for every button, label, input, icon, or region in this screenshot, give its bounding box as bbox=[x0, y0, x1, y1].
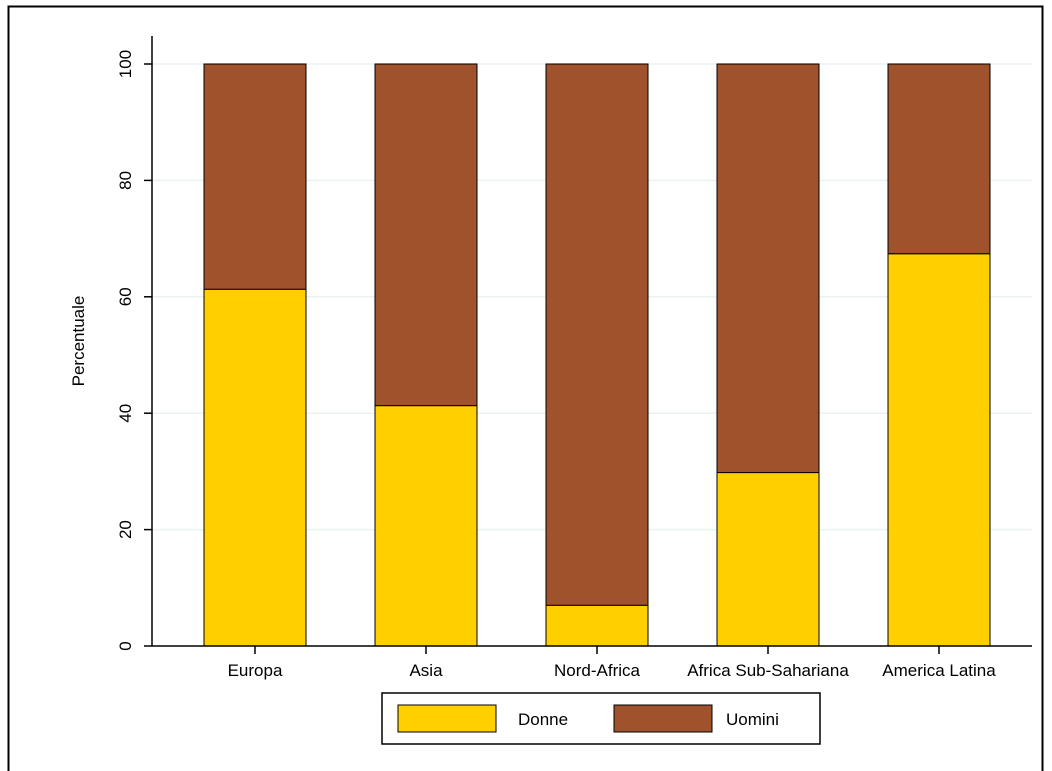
bar-uomini-4 bbox=[716, 63, 820, 474]
bar-donne-1 bbox=[203, 288, 307, 647]
y-axis-label: Percentuale bbox=[69, 296, 88, 387]
legend: Donne Uomini bbox=[381, 692, 821, 745]
chart-outer-frame bbox=[7, 5, 1044, 771]
legend-swatch-uomini bbox=[613, 704, 713, 733]
bar-uomini-5 bbox=[887, 63, 991, 255]
legend-swatch-donne bbox=[397, 704, 497, 733]
x-tick-label: Europa bbox=[228, 661, 283, 680]
bar-donne-4 bbox=[716, 472, 820, 647]
bar-uomini-3 bbox=[545, 63, 649, 606]
bar-donne-3 bbox=[545, 604, 649, 647]
y-ticks: 0 20 40 60 80 100 bbox=[116, 50, 152, 651]
y-tick-label: 0 bbox=[116, 641, 135, 650]
legend-label-donne: Donne bbox=[518, 710, 568, 729]
x-tick-label: Asia bbox=[409, 661, 443, 680]
x-tick-label: America Latina bbox=[882, 661, 996, 680]
bar-donne-5 bbox=[887, 253, 991, 647]
x-tick-label: Africa Sub-Sahariana bbox=[687, 661, 849, 680]
y-tick-label: 20 bbox=[116, 520, 135, 539]
x-tick-label: Nord-Africa bbox=[554, 661, 641, 680]
bars bbox=[203, 63, 991, 647]
y-tick-label: 40 bbox=[116, 404, 135, 423]
bar-uomini-1 bbox=[203, 63, 307, 290]
legend-label-uomini: Uomini bbox=[726, 710, 779, 729]
bar-donne-2 bbox=[374, 405, 478, 647]
bar-uomini-2 bbox=[374, 63, 478, 407]
y-tick-label: 80 bbox=[116, 171, 135, 190]
y-tick-label: 100 bbox=[116, 50, 135, 78]
y-tick-label: 60 bbox=[116, 287, 135, 306]
x-ticks: Europa Asia Nord-Africa Africa Sub-Saharian… bbox=[228, 646, 996, 680]
